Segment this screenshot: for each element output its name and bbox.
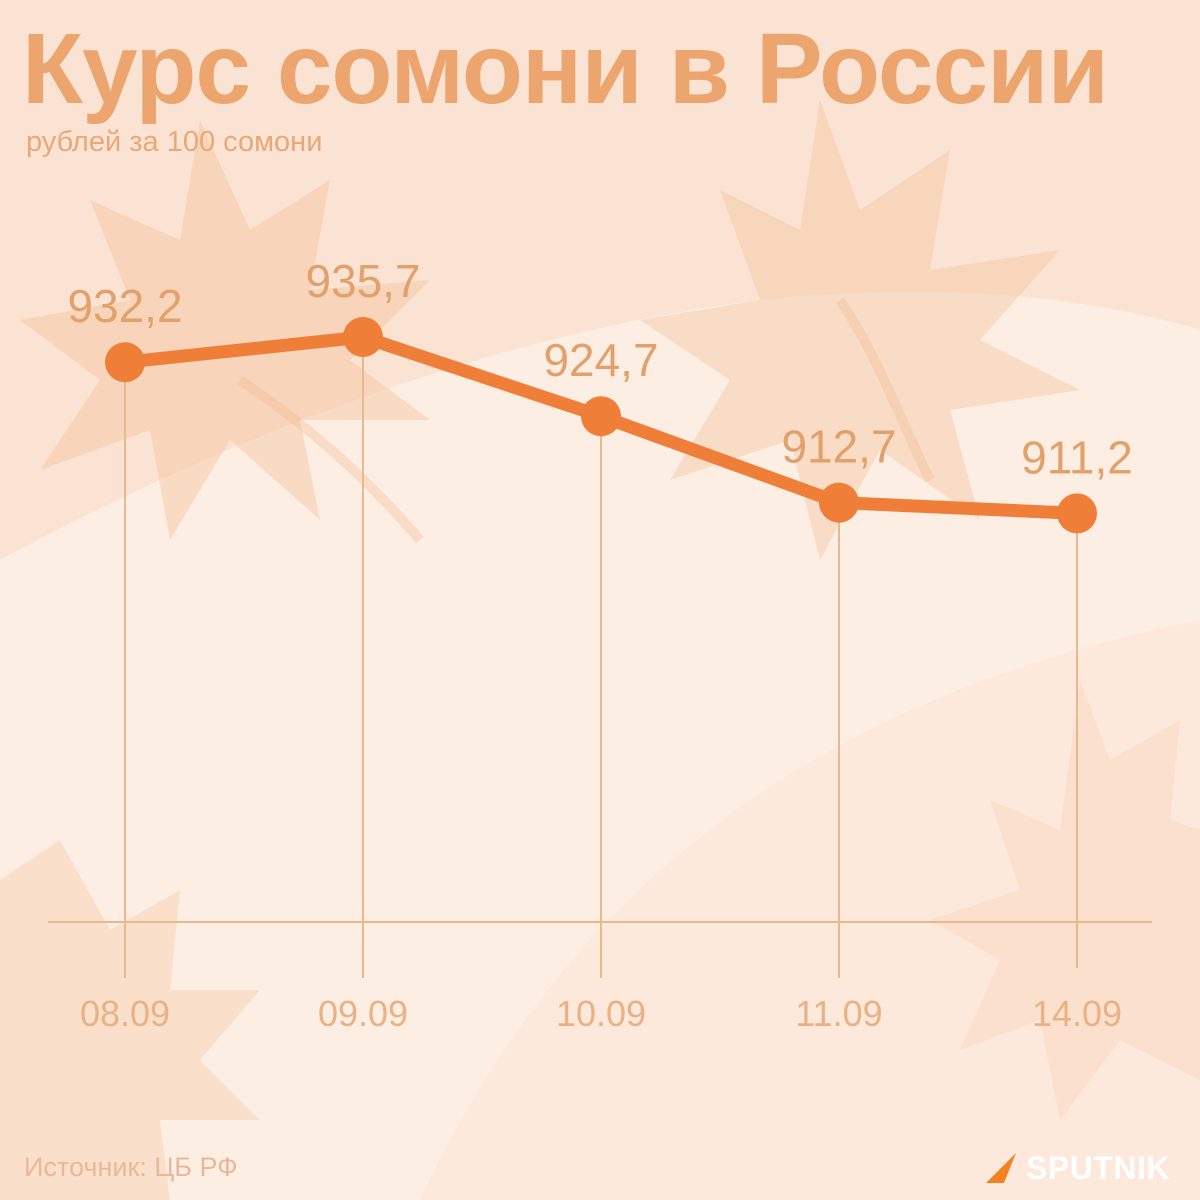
source-note: Источник: ЦБ РФ (24, 1152, 238, 1182)
data-points (105, 317, 1097, 534)
data-labels: 932,2 935,7 924,7 912,7 911,2 (67, 255, 1132, 483)
guide-lines (124, 337, 1078, 978)
x-tick-labels: 08.09 09.09 10.09 11.09 14.09 (80, 993, 1122, 1034)
x-tick-label: 09.09 (318, 993, 408, 1034)
data-label: 912,7 (781, 421, 896, 473)
data-point (581, 396, 621, 437)
maple-leaf-icon (640, 100, 1080, 560)
maple-leaf-icon (930, 680, 1200, 1120)
data-point (343, 317, 383, 357)
data-label: 935,7 (305, 255, 420, 307)
data-label: 932,2 (67, 280, 182, 332)
x-tick-label: 11.09 (795, 993, 882, 1034)
chart-subtitle: рублей за 100 сомони (26, 126, 323, 158)
data-label: 911,2 (1021, 431, 1133, 483)
x-tick-label: 08.09 (80, 993, 170, 1034)
x-tick-label: 10.09 (556, 993, 646, 1034)
chart-title: Курс сомони в России (22, 13, 1109, 125)
maple-leaf-icon (0, 840, 260, 1200)
sputnik-logo[interactable]: SPUTNIK (984, 1146, 1170, 1190)
sputnik-arrow-icon (986, 1153, 1016, 1183)
data-point (819, 482, 859, 523)
x-tick-label: 14.09 (1032, 993, 1122, 1034)
brand-name: SPUTNIK (1026, 1149, 1170, 1186)
maple-leaf-icon (20, 120, 430, 540)
data-label: 924,7 (543, 334, 658, 386)
data-point (105, 342, 145, 383)
data-point (1057, 493, 1097, 534)
